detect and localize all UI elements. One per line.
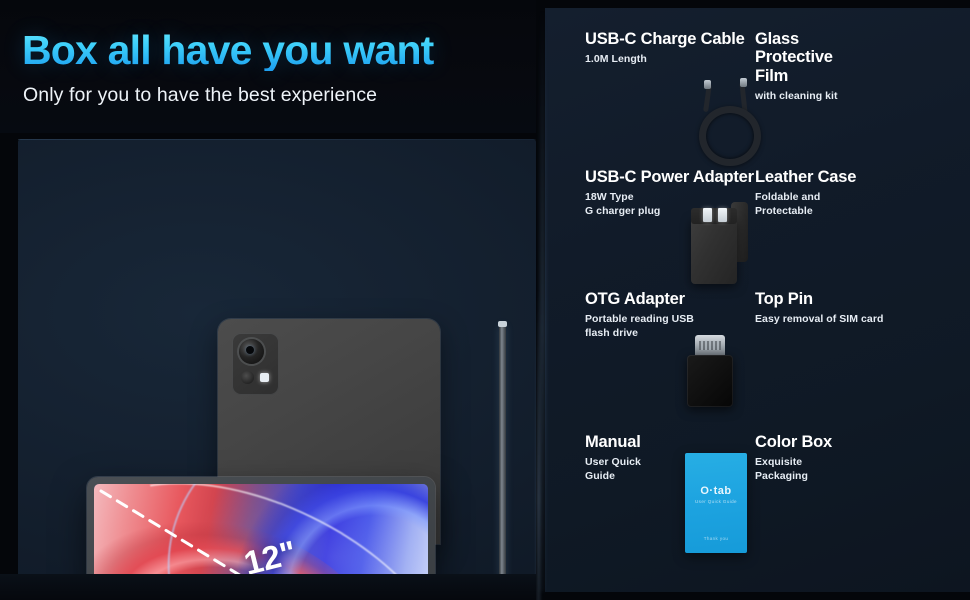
adapter-prong-left xyxy=(703,208,712,222)
hero-product-panel: 12" xyxy=(18,139,540,600)
accessory-usb-c-power-adapter: USB-C Power Adapter 18W Type G charger p… xyxy=(585,168,760,284)
accessory-title: OTG Adapter xyxy=(585,290,685,308)
accessory-title: Top Pin xyxy=(755,290,813,308)
accessory-leather-case: Leather Case Foldable and Protectable xyxy=(755,168,965,218)
accessories-panel: USB-C Charge Cable 1.0M Length Glass Pro… xyxy=(545,8,970,592)
accessory-color-box: Color Box Exquisite Packaging O·tab Tabl… xyxy=(755,433,970,483)
accessory-subtitle: Exquisite Packaging xyxy=(755,456,808,482)
usb-c-cable-icon xyxy=(685,78,761,166)
accessory-otg-adapter: OTG Adapter Portable reading USB flash d… xyxy=(585,290,760,407)
manual-tagline: User Quick Guide xyxy=(695,499,737,504)
adapter-body xyxy=(691,218,737,284)
page-title: Box all have you want xyxy=(22,30,522,71)
panel-edge-glow xyxy=(537,289,540,600)
otg-body xyxy=(687,355,733,407)
page-subtitle: Only for you to have the best experience xyxy=(23,84,378,106)
camera-flash-icon xyxy=(260,373,269,382)
accessory-title: USB-C Power Adapter xyxy=(585,168,754,186)
cable-connector-left xyxy=(704,80,711,89)
manual-booklet-icon: O·tab User Quick Guide Thank you xyxy=(685,453,747,553)
accessory-subtitle: Portable reading USB flash drive xyxy=(585,313,694,339)
accessory-title: Glass Protective Film xyxy=(755,30,833,85)
camera-module xyxy=(232,333,279,395)
accessory-subtitle: 1.0M Length xyxy=(585,53,647,66)
accessory-title: USB-C Charge Cable xyxy=(585,30,745,48)
diagonal-measure-line xyxy=(99,489,284,600)
manual-cover: O·tab User Quick Guide Thank you xyxy=(685,453,747,553)
manual-brand-logo: O·tab xyxy=(700,485,732,497)
accessory-glass-protective-film: Glass Protective Film with cleaning kit xyxy=(755,30,965,104)
accessory-usb-c-charge-cable: USB-C Charge Cable 1.0M Length xyxy=(585,30,761,166)
cable-connector-right xyxy=(740,78,747,87)
left-column: Box all have you want Only for you to ha… xyxy=(0,0,540,600)
otg-usb-c-plug xyxy=(695,335,725,357)
accessory-subtitle: Easy removal of SIM card xyxy=(755,313,884,326)
camera-main-lens-icon xyxy=(239,339,264,364)
accessory-title: Color Box xyxy=(755,433,833,451)
accessory-top-pin: Top Pin Easy removal of SIM card xyxy=(755,290,965,327)
header-band: Box all have you want Only for you to ha… xyxy=(0,0,536,133)
tablet-side-profile-view xyxy=(498,321,507,600)
otg-adapter-icon xyxy=(685,335,737,407)
side-profile-top-cap xyxy=(498,321,507,327)
adapter-prong-right xyxy=(718,208,727,222)
accessory-subtitle: User Quick Guide xyxy=(585,456,641,482)
manual-footer-text: Thank you xyxy=(703,536,729,541)
bottom-band xyxy=(0,574,536,600)
accessory-subtitle: 18W Type G charger plug xyxy=(585,191,661,217)
accessory-manual: Manual User Quick Guide O·tab User Quick… xyxy=(585,433,760,553)
accessory-title: Leather Case xyxy=(755,168,857,186)
accessory-title: Manual xyxy=(585,433,641,451)
accessory-subtitle: Foldable and Protectable xyxy=(755,191,821,217)
power-adapter-icon xyxy=(685,198,751,284)
adapter-top-face xyxy=(691,208,737,224)
cable-coil xyxy=(699,106,761,166)
accessory-subtitle: with cleaning kit xyxy=(755,90,838,103)
camera-secondary-lens-icon xyxy=(241,371,254,384)
